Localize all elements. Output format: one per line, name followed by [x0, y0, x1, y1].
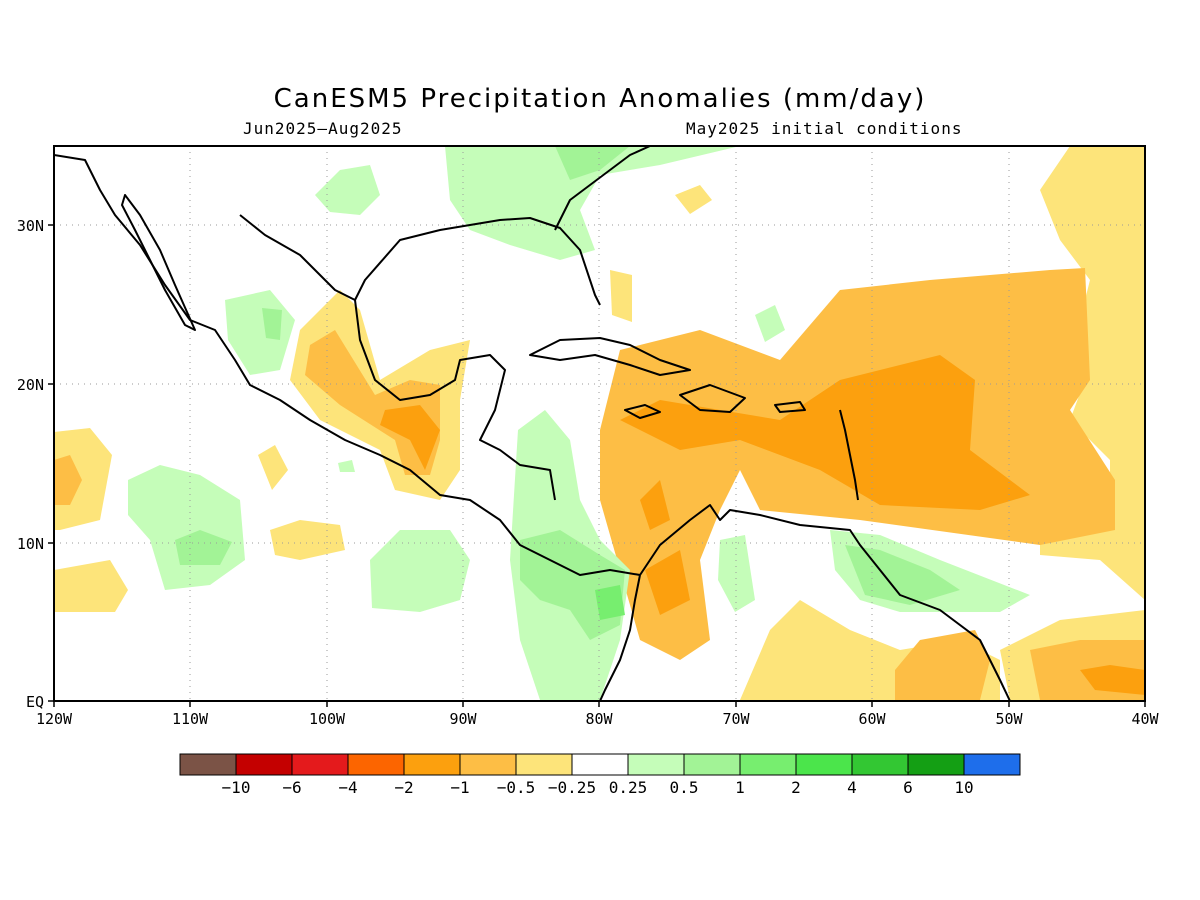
wet-region-light — [445, 146, 740, 260]
wet-region-light — [755, 305, 785, 342]
dry-region-light — [610, 270, 632, 322]
colorbar-swatch — [403, 753, 461, 776]
initial-conditions: May2025 initial conditions — [686, 119, 963, 138]
x-tick-label: 100W — [309, 710, 346, 728]
colorbar-label: −1 — [450, 778, 469, 797]
wet-region-medium — [175, 530, 232, 565]
x-tick-label: 90W — [449, 710, 477, 728]
x-tick-label: 120W — [36, 710, 73, 728]
colorbar-swatch — [235, 753, 293, 776]
y-tick-label: 20N — [17, 376, 44, 394]
x-tick-label: 60W — [858, 710, 886, 728]
x-tick-label: 50W — [995, 710, 1023, 728]
anomaly-field — [54, 146, 1145, 700]
colorbar-swatch — [627, 753, 685, 776]
baja-california — [121, 194, 196, 331]
wet-region-light — [370, 530, 470, 612]
mexico-pacific-coast — [54, 154, 641, 576]
colorbar-label: −10 — [222, 778, 251, 797]
y-tick-label: 10N — [17, 535, 44, 553]
colorbar-label: 10 — [954, 778, 973, 797]
coastlines — [54, 146, 1011, 701]
colorbar-label: 6 — [903, 778, 913, 797]
hispaniola — [679, 384, 746, 413]
colorbar-label: 0.5 — [670, 778, 699, 797]
colorbar-swatch — [739, 753, 797, 776]
colorbar-label: −2 — [394, 778, 413, 797]
us-east-coast — [554, 146, 651, 231]
colorbar-label: −4 — [338, 778, 357, 797]
wet-region-light — [128, 465, 245, 590]
colorbar-swatch — [683, 753, 741, 776]
colorbar-swatch — [907, 753, 965, 776]
colombia-pacific-coast — [599, 574, 641, 701]
y-axis-labels: EQ 10N 20N 30N — [17, 217, 44, 711]
colorbar-swatch — [291, 753, 349, 776]
dry-region-medium — [895, 630, 990, 700]
forecast-period: Jun2025–Aug2025 — [243, 119, 403, 138]
x-tick-label: 70W — [722, 710, 750, 728]
cuba — [529, 337, 691, 376]
colorbar-label: 0.25 — [609, 778, 648, 797]
colorbar-swatch — [347, 753, 405, 776]
lesser-antilles — [839, 409, 859, 501]
colorbar-label: 2 — [791, 778, 801, 797]
wet-region-medium — [845, 545, 960, 605]
colorbar-label: −0.25 — [548, 778, 596, 797]
colorbar-swatch — [179, 753, 237, 776]
dry-region-strong — [620, 355, 1030, 510]
dry-region-strong — [380, 405, 440, 470]
dry-region-light — [270, 520, 345, 560]
x-tick-label: 110W — [172, 710, 209, 728]
axis-ticks — [48, 224, 1146, 707]
wet-region-light — [315, 165, 380, 215]
dry-region-light — [258, 445, 288, 490]
colorbar-swatch — [795, 753, 853, 776]
dry-region-medium — [305, 330, 440, 475]
colorbar-label: 1 — [735, 778, 745, 797]
wet-region-light — [718, 535, 755, 612]
colorbar-swatch — [459, 753, 517, 776]
wet-region-medium — [262, 308, 282, 340]
dry-region-medium — [54, 455, 82, 505]
wet-region-medium — [555, 146, 630, 180]
jamaica — [624, 404, 661, 419]
x-tick-label: 40W — [1131, 710, 1159, 728]
colorbar-swatch — [515, 753, 573, 776]
y-tick-label: 30N — [17, 217, 44, 235]
y-tick-label: EQ — [26, 693, 44, 711]
dry-region-strong — [645, 550, 690, 615]
gulf-of-mexico-coast — [239, 214, 601, 306]
colorbar-swatch — [851, 753, 909, 776]
colorbar-label: 4 — [847, 778, 857, 797]
south-america-north-coast — [639, 504, 1011, 701]
mexico-gulf-coast — [354, 299, 556, 501]
dry-region-light — [675, 185, 712, 214]
chart-title: CanESM5 Precipitation Anomalies (mm/day) — [273, 84, 927, 114]
x-axis-labels: 120W 110W 100W 90W 80W 70W 60W 50W 40W — [36, 710, 1160, 728]
wet-region-strong — [595, 585, 625, 620]
puerto-rico — [774, 401, 806, 413]
colorbar: −10 −6 −4 −2 −1 −0.5 −0.25 0.25 0.5 1 2 4 6 10 — [179, 753, 1021, 797]
wet-region-light — [338, 460, 355, 472]
colorbar-label: −6 — [282, 778, 301, 797]
colorbar-label: −0.5 — [497, 778, 536, 797]
x-tick-label: 80W — [585, 710, 613, 728]
colorbar-swatch — [963, 753, 1021, 776]
dry-region-strong — [1080, 665, 1145, 695]
gridlines — [54, 146, 1145, 701]
dry-region-light — [54, 560, 128, 612]
dry-region-strong — [640, 480, 670, 530]
colorbar-swatch — [571, 753, 629, 776]
dry-region-light — [1000, 146, 1145, 700]
